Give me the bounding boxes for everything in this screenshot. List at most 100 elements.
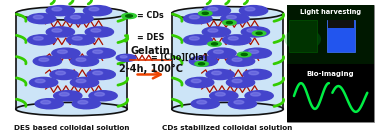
Circle shape [89,91,117,101]
Ellipse shape [16,102,127,116]
Text: = DES: = DES [136,33,164,42]
Circle shape [54,91,82,101]
Circle shape [29,77,58,88]
Circle shape [50,69,78,80]
Circle shape [186,77,214,88]
Circle shape [87,48,115,58]
Circle shape [93,71,103,75]
Circle shape [191,79,201,83]
Circle shape [59,92,69,96]
Circle shape [247,29,257,32]
Circle shape [202,12,208,14]
FancyBboxPatch shape [327,20,355,52]
Text: Bio-Imaging: Bio-Imaging [307,71,355,77]
FancyBboxPatch shape [289,20,316,52]
Circle shape [208,29,218,32]
Circle shape [70,56,99,66]
Circle shape [232,58,242,61]
Circle shape [214,50,223,53]
Circle shape [35,79,45,83]
Text: = CDs: = CDs [136,11,163,20]
Circle shape [122,13,136,19]
Circle shape [228,37,238,40]
FancyBboxPatch shape [172,13,283,109]
Circle shape [41,100,51,104]
Circle shape [245,91,273,101]
Circle shape [249,71,259,75]
Circle shape [70,77,99,88]
Circle shape [28,14,56,24]
Circle shape [72,99,101,109]
Circle shape [243,69,271,80]
Circle shape [78,100,88,104]
Circle shape [212,43,218,45]
Circle shape [243,48,271,58]
Circle shape [56,71,65,75]
Circle shape [232,79,242,83]
FancyBboxPatch shape [287,5,374,64]
Ellipse shape [172,102,283,116]
Circle shape [35,99,64,109]
FancyBboxPatch shape [328,20,354,28]
Circle shape [52,48,80,58]
Circle shape [249,50,259,53]
Circle shape [84,6,112,16]
Text: = [Cho][Ola]: = [Cho][Ola] [151,53,208,62]
Circle shape [126,15,132,17]
FancyBboxPatch shape [287,64,374,122]
Circle shape [184,14,212,24]
Circle shape [39,58,49,61]
Circle shape [116,54,136,61]
Ellipse shape [172,7,283,20]
Text: 2-4h, 100°C: 2-4h, 100°C [119,64,183,74]
Circle shape [241,53,247,56]
Circle shape [215,92,225,96]
Circle shape [65,14,93,24]
Circle shape [206,69,234,80]
Circle shape [245,7,255,11]
Circle shape [85,27,113,37]
Circle shape [184,35,212,45]
Circle shape [208,48,236,58]
Circle shape [253,31,266,36]
Text: Gelatin: Gelatin [131,45,170,56]
Circle shape [202,27,231,37]
Circle shape [72,37,82,40]
Circle shape [228,99,257,109]
Circle shape [189,56,217,66]
Circle shape [256,32,262,34]
Circle shape [223,20,236,25]
Circle shape [70,15,81,19]
Circle shape [210,91,238,101]
Circle shape [226,15,236,19]
Text: DES based colloidal solution: DES based colloidal solution [14,125,129,131]
Circle shape [189,15,199,19]
Circle shape [46,6,74,16]
Circle shape [191,99,219,109]
Circle shape [241,27,270,37]
Circle shape [195,58,205,61]
Circle shape [197,100,207,104]
Circle shape [208,41,221,46]
Circle shape [208,7,218,11]
Circle shape [120,56,127,58]
Circle shape [76,58,86,61]
Circle shape [87,69,115,80]
Circle shape [33,37,43,40]
FancyBboxPatch shape [287,5,374,122]
Circle shape [57,50,67,53]
Circle shape [91,29,101,32]
Circle shape [33,15,43,19]
Circle shape [251,92,260,96]
Circle shape [226,56,255,66]
FancyBboxPatch shape [16,13,127,109]
Circle shape [76,79,86,83]
Circle shape [234,100,244,104]
Circle shape [221,14,249,24]
Circle shape [52,7,62,11]
Circle shape [237,52,251,57]
Circle shape [223,35,251,45]
Circle shape [198,63,204,65]
Circle shape [67,35,95,45]
Circle shape [202,6,231,16]
